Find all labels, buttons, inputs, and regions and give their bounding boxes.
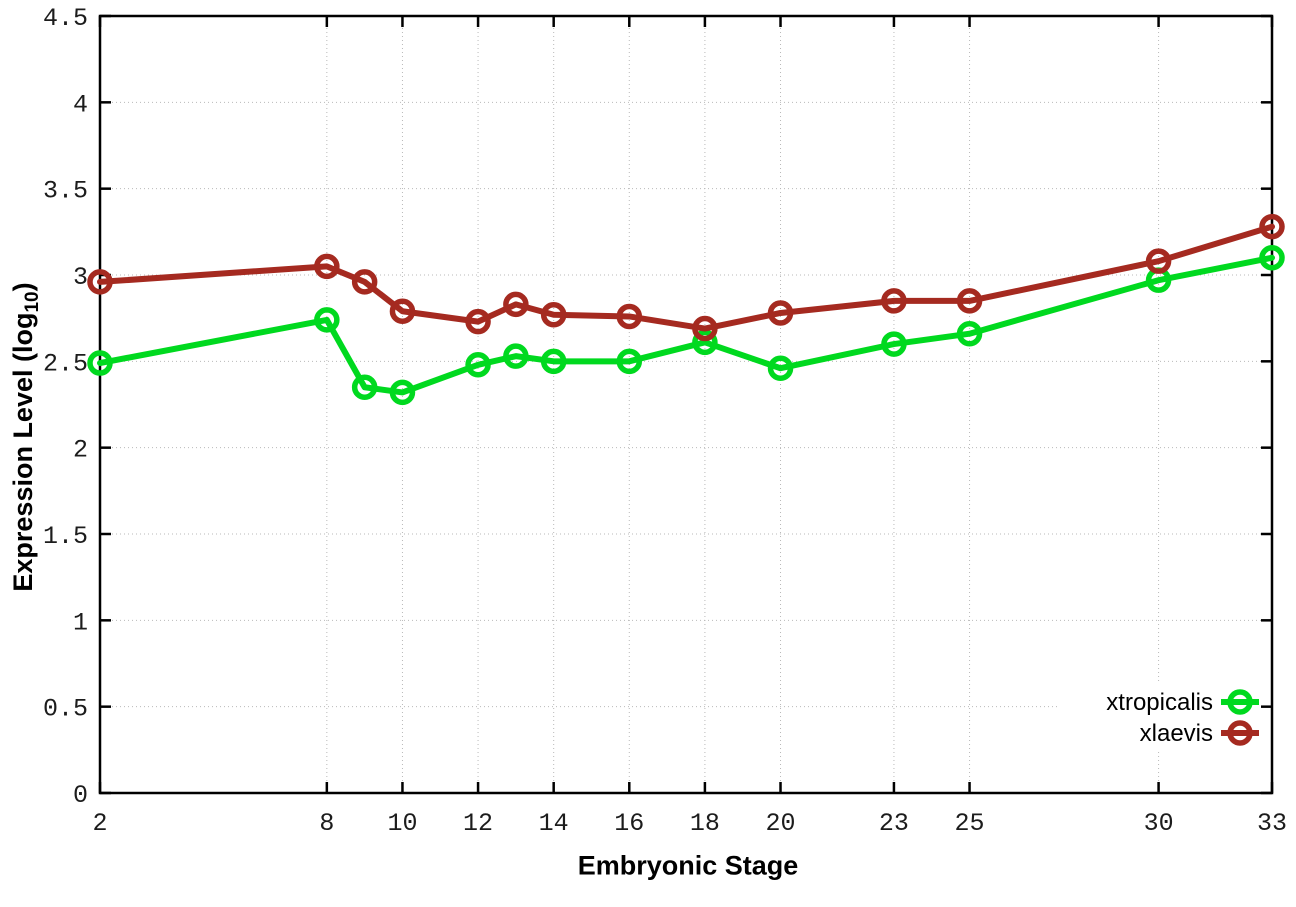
data-point-xlaevis (314, 253, 340, 280)
data-point-xlaevis (692, 315, 718, 342)
y-axis-title-subscript: 10 (22, 291, 44, 313)
data-point-xtropicalis (881, 331, 907, 357)
legend-sample-marker-xlaevis (1227, 720, 1253, 746)
data-point-xtropicalis (389, 379, 416, 406)
y-tick-label: 4.5 (43, 4, 88, 33)
data-point-xlaevis (1145, 248, 1172, 274)
x-tick-label: 10 (387, 809, 417, 838)
y-axis-title-suffix: ) (7, 282, 38, 292)
x-axis-title: Embryonic Stage (577, 850, 799, 881)
data-point-xtropicalis (956, 320, 983, 347)
data-point-xtropicalis (616, 348, 643, 375)
x-tick-label: 14 (539, 809, 569, 838)
legend-sample-marker-xtropicalis (1227, 689, 1253, 715)
y-tick-label: 0 (73, 781, 88, 810)
x-tick-label: 25 (955, 809, 985, 838)
y-tick-label: 1 (73, 608, 88, 637)
data-point-xtropicalis (465, 352, 491, 378)
series-line-xlaevis (97, 223, 1275, 332)
y-tick-label: 2 (73, 436, 88, 465)
data-point-xlaevis (351, 269, 378, 295)
x-tick-label: 12 (463, 809, 493, 838)
x-tick-label: 8 (319, 809, 334, 838)
legend-label-xlaevis: xlaevis (1140, 720, 1213, 747)
data-point-xtropicalis (692, 329, 718, 356)
data-point-xtropicalis (767, 355, 794, 381)
x-tick-label: 30 (1144, 809, 1174, 838)
data-point-xlaevis (540, 301, 567, 328)
data-point-xlaevis (87, 269, 113, 295)
y-tick-label: 3.5 (43, 177, 88, 206)
y-tick-label: 1.5 (43, 522, 88, 551)
data-point-xlaevis (389, 298, 416, 325)
y-tick-label: 0.5 (43, 695, 88, 724)
data-point-xtropicalis (503, 343, 529, 369)
y-tick-label: 2.5 (43, 349, 88, 378)
data-point-xtropicalis (87, 350, 113, 376)
data-point-xtropicalis (314, 307, 340, 333)
data-point-xlaevis (616, 303, 643, 330)
x-tick-label: 33 (1257, 809, 1287, 838)
legend-label-xtropicalis: xtropicalis (1106, 689, 1213, 716)
data-point-xtropicalis (1259, 244, 1285, 271)
data-point-xlaevis (767, 300, 794, 326)
y-axis-title: Expression Level (log10) (8, 282, 44, 591)
plot-border (98, 14, 1274, 795)
data-point-xtropicalis (351, 374, 378, 400)
x-tick-label: 18 (690, 809, 720, 838)
y-tick-label: 3 (73, 263, 88, 292)
x-tick-label: 20 (766, 809, 796, 838)
data-point-xlaevis (956, 288, 983, 314)
x-tick-label: 16 (614, 809, 644, 838)
data-point-xtropicalis (540, 348, 567, 375)
y-tick-label: 4 (73, 90, 88, 119)
y-axis-title-text: Expression Level (log (7, 312, 38, 592)
data-point-xlaevis (1259, 213, 1285, 240)
data-point-xlaevis (503, 291, 529, 318)
x-tick-label: 23 (879, 809, 909, 838)
x-tick-label: 2 (92, 809, 107, 838)
data-point-xlaevis (881, 288, 907, 314)
data-point-xlaevis (465, 308, 491, 335)
